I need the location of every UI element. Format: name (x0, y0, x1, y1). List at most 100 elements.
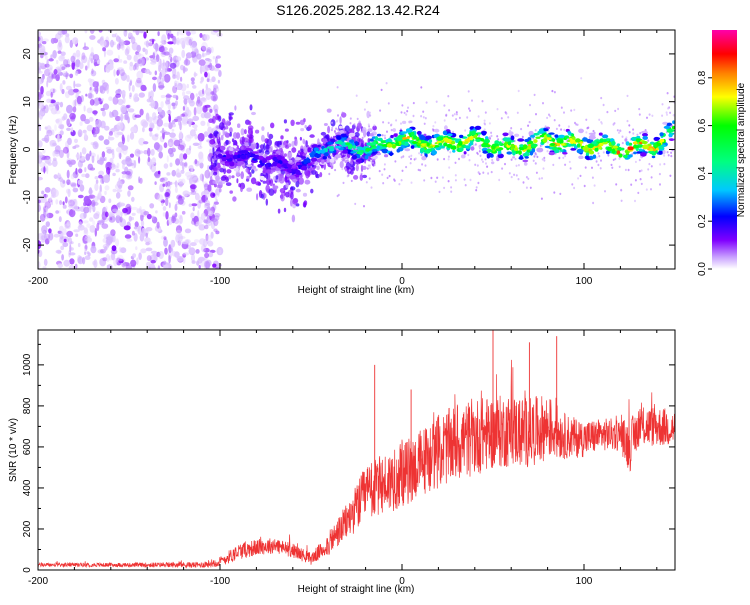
spectrogram-noise-blob (136, 70, 144, 80)
spectrogram-noise-blob (204, 190, 210, 198)
spectrogram-halo-dot (648, 113, 651, 116)
spectrogram-ridge-blob (301, 156, 306, 159)
spectrogram-halo-dot (665, 111, 668, 114)
spectrogram-transition-blob (237, 123, 241, 128)
spectrogram-halo-dot (646, 116, 648, 120)
spectrogram-noise-blob (218, 70, 222, 77)
spectrogram-ridge-blob (618, 153, 623, 158)
spectrogram-ridge-blob (345, 142, 350, 146)
spectrogram-halo-dot (401, 104, 404, 107)
spectrogram-noise-blob (97, 249, 104, 254)
spectrogram-noise-blob (92, 220, 96, 226)
spectrogram-noise-blob (199, 97, 207, 103)
spectrogram-transition-blob (226, 169, 232, 174)
spectrogram-transition-blob (290, 191, 294, 200)
spectrogram-ridge-blob (486, 149, 493, 152)
spectrogram-halo-dot (410, 157, 412, 161)
spectrogram-noise-blob (204, 71, 208, 78)
spectrogram-transition-blob (330, 119, 336, 127)
spectrogram-noise-blob (38, 91, 42, 100)
spectrogram-noise-blob (198, 59, 206, 66)
spectrogram-noise-blob (92, 205, 96, 213)
spectrogram-halo-dot (532, 137, 535, 140)
spectrogram-noise-blob (121, 134, 125, 142)
spectrogram-noise-blob (168, 216, 173, 225)
spectrogram-halo-dot (593, 184, 596, 187)
spectrogram-ridge-blob (220, 145, 226, 151)
spectrogram-noise-blob (41, 194, 47, 200)
spectrogram-ridge-blob (289, 175, 296, 180)
spectrogram-noise-blob (210, 91, 215, 95)
spectrogram-noise-blob (215, 57, 218, 65)
snr-y-tick-label: 600 (22, 438, 33, 455)
spectrogram-noise-blob (63, 259, 70, 267)
spectrogram-noise-blob (136, 52, 142, 57)
spectrogram-transition-blob (212, 180, 219, 185)
spectrogram-transition-blob (372, 125, 377, 131)
spectrogram-transition-blob (223, 167, 227, 175)
spectrogram-noise-blob (86, 107, 93, 114)
spectrogram-ridge-blob (523, 153, 530, 157)
spectrogram-noise-blob (94, 183, 99, 192)
spectrogram-noise-blob (160, 101, 164, 109)
spectrogram-noise-blob (53, 233, 60, 238)
spectrogram-ridge-blob (337, 140, 343, 144)
spectrogram-ridge-blob (307, 147, 312, 153)
spectrogram-noise-blob (166, 172, 171, 176)
spectrogram-halo-dot (408, 155, 411, 158)
spectrogram-halo-dot (627, 168, 630, 172)
spectrogram-transition-blob (244, 129, 247, 135)
spectrogram-noise-blob (106, 166, 111, 175)
spectrogram-noise-blob (83, 105, 86, 112)
spectrogram-noise-blob (53, 174, 58, 180)
spectrogram-transition-blob (283, 207, 287, 213)
spectrogram-noise-blob (135, 246, 138, 251)
spectrogram-noise-blob (175, 56, 182, 62)
spectrogram-noise-blob (46, 98, 52, 104)
spectrogram-noise-blob (109, 217, 113, 221)
spectrogram-noise-blob (80, 156, 85, 162)
spectrogram-ridge-blob (602, 134, 609, 139)
spectrogram-noise-blob (172, 94, 178, 99)
spectrogram-noise-blob (178, 138, 183, 143)
spectrogram-halo-dot (534, 129, 537, 132)
spectrogram-noise-blob (119, 69, 125, 77)
spectrogram-noise-blob (173, 218, 180, 225)
spectrogram-ridge-blob (253, 168, 258, 172)
spectrogram-noise-blob (109, 111, 112, 118)
spectrogram-halo-dot (644, 129, 647, 132)
spectrogram-transition-blob (339, 116, 342, 124)
spectrogram-transition-blob (285, 191, 290, 198)
spectrogram-noise-blob (156, 118, 163, 127)
spectrogram-noise-blob (142, 47, 146, 52)
spectrogram-noise-blob (152, 83, 157, 92)
spectrogram-transition-blob (258, 149, 262, 154)
spectrogram-transition-blob (265, 178, 271, 186)
spectrogram-transition-blob (208, 118, 214, 123)
spectrogram-noise-blob (188, 119, 192, 127)
spectrogram-noise-blob (44, 201, 52, 209)
spectrogram-noise-blob (212, 30, 220, 33)
spectrogram-noise-blob (51, 189, 59, 198)
spectrogram-noise-blob (108, 198, 112, 204)
spectrogram-noise-blob (120, 104, 127, 114)
spectrogram-transition-blob (218, 188, 222, 193)
spectrogram-noise-blob (163, 142, 168, 149)
spectrogram-noise-blob (150, 61, 157, 65)
spectrogram-noise-blob (99, 156, 104, 166)
spectrogram-noise-blob (170, 247, 174, 253)
spectrogram-noise-blob (125, 264, 132, 269)
spectrogram-ridge-blob (524, 138, 530, 143)
spectrogram-noise-blob (175, 225, 183, 234)
spectrogram-halo-dot (661, 103, 664, 106)
spectrogram-noise-blob (200, 76, 204, 83)
spectrogram-noise-blob (203, 203, 210, 210)
spectrogram-noise-blob (68, 209, 76, 218)
spectrogram-noise-blob (207, 240, 214, 247)
spectrogram-ridge-blob (636, 151, 643, 154)
snr-x-tick-label: -100 (210, 576, 230, 587)
spectrogram-transition-blob (302, 138, 306, 144)
spectrogram-ridge-blob (247, 153, 251, 158)
spectrogram-noise-blob (69, 258, 75, 265)
spectrogram-noise-blob (158, 85, 165, 89)
